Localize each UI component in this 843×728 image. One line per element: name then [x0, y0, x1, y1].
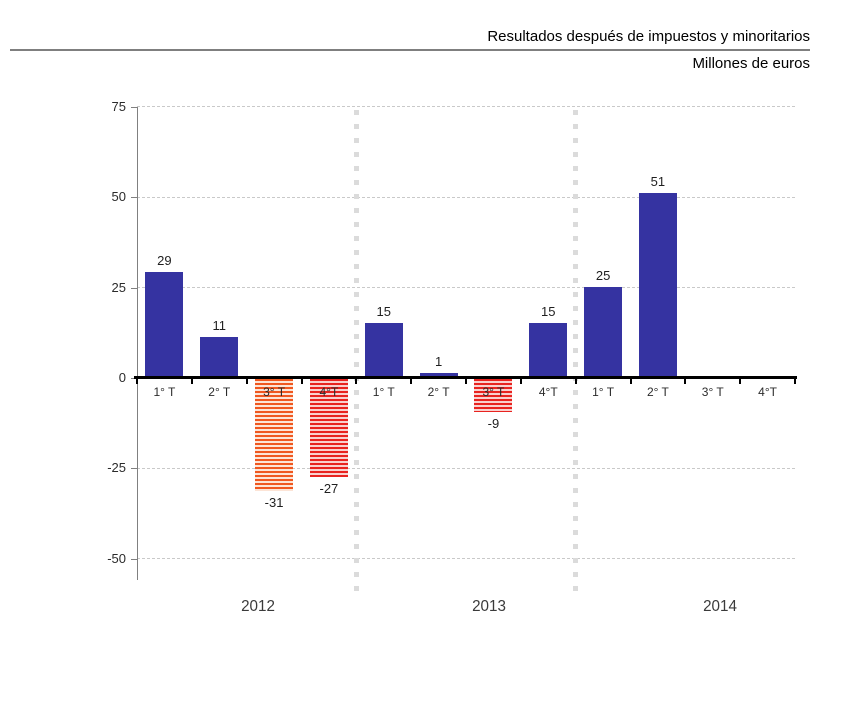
quarter-label: 2° T	[646, 385, 669, 399]
bar-value-label: 51	[650, 173, 666, 189]
year-separator	[353, 110, 359, 592]
x-axis-tick	[574, 379, 577, 384]
quarter-label: 3° T	[701, 385, 724, 399]
bar-value-label: 11	[212, 318, 227, 334]
x-axis-tick	[684, 379, 687, 384]
gridline-50	[137, 196, 795, 198]
y-tick-75	[131, 106, 137, 108]
bar-value-label: 29	[157, 253, 172, 269]
year-label: 2013	[472, 598, 506, 615]
y-axis-tick-label: 0	[118, 370, 126, 385]
quarter-label: 1° T	[372, 385, 395, 399]
chart-units-label: Millones de euros	[692, 55, 810, 72]
bar-value-label: -27	[319, 480, 339, 496]
quarter-label: 4°T	[538, 385, 558, 399]
bar-2014-q2	[638, 192, 677, 377]
bar-value-label: -31	[264, 495, 284, 511]
quarter-label: 2° T	[427, 385, 450, 399]
quarter-label: 2° T	[208, 385, 231, 399]
gridline-75	[137, 106, 795, 108]
bar-2013-q2	[419, 373, 458, 377]
gridline--50	[137, 558, 795, 560]
x-axis-tick	[629, 379, 632, 384]
y-tick-25	[131, 287, 137, 289]
bar-2012-q4	[309, 379, 348, 477]
quarter-label: 3° T	[263, 385, 286, 399]
bar-2014-q1	[584, 286, 623, 377]
x-axis-tick	[794, 379, 796, 384]
bar-2012-q3	[255, 379, 294, 492]
x-axis-tick	[465, 379, 467, 384]
bar-value-label: 1	[434, 354, 443, 370]
x-axis-tick	[519, 379, 522, 384]
y-axis-tick-label: 50	[111, 189, 126, 205]
bar-2013-q4	[529, 322, 568, 377]
y-axis-line	[137, 106, 138, 580]
y-axis-tick-label: 25	[111, 279, 126, 295]
x-axis-tick	[136, 379, 138, 384]
quarter-label: 4°T	[758, 385, 777, 399]
quarter-label: 1° T	[153, 385, 176, 399]
y-tick--25	[131, 468, 137, 470]
bar-value-label: 25	[595, 267, 611, 283]
quarter-label: 1° T	[592, 385, 615, 399]
bar-value-label: 15	[376, 303, 391, 319]
bar-2012-q1	[145, 272, 184, 377]
year-label: 2014	[703, 598, 737, 615]
x-axis-tick	[300, 379, 303, 384]
x-axis-tick	[355, 379, 358, 384]
y-axis-tick-label: -25	[107, 460, 126, 476]
year-label: 2012	[241, 598, 275, 615]
x-axis-tick	[190, 379, 193, 384]
year-separator	[573, 110, 579, 592]
y-axis-tick-label: 75	[111, 98, 126, 114]
gridline-25	[137, 287, 795, 289]
bar-value-label: 15	[541, 303, 556, 319]
gridline--25	[137, 467, 795, 469]
x-axis-tick	[739, 379, 742, 384]
bar-2013-q3	[474, 379, 513, 412]
chart-title: Resultados después de impuestos y minori…	[487, 28, 810, 45]
quarter-label: 3° T	[482, 385, 505, 399]
bar-value-label: -9	[487, 415, 500, 431]
y-axis-tick-label: -50	[107, 550, 126, 566]
x-axis-tick	[410, 379, 413, 384]
bar-2012-q2	[200, 337, 239, 377]
header-divider	[10, 49, 810, 51]
y-tick--50	[131, 558, 137, 560]
x-axis-tick	[245, 379, 248, 384]
x-axis-line	[134, 376, 797, 379]
bar-2013-q1	[364, 322, 403, 377]
quarter-label: 4°T	[319, 385, 339, 399]
y-tick-50	[131, 197, 137, 199]
